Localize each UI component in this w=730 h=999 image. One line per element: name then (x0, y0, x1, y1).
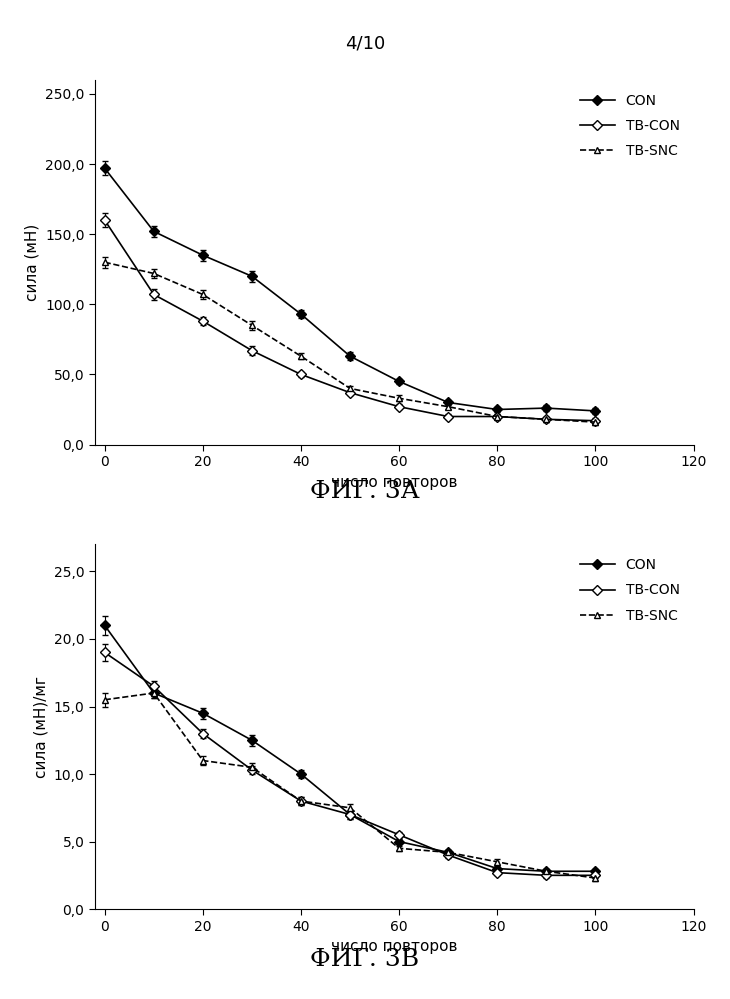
Text: ФИГ. 3В: ФИГ. 3В (310, 947, 420, 971)
Legend: CON, TB-CON, TB-SNC: CON, TB-CON, TB-SNC (573, 87, 686, 165)
Y-axis label: сила (мН): сила (мН) (24, 224, 39, 301)
Text: 4/10: 4/10 (345, 35, 385, 53)
X-axis label: число повторов: число повторов (331, 475, 458, 490)
Legend: CON, TB-CON, TB-SNC: CON, TB-CON, TB-SNC (573, 551, 686, 629)
Text: ФИГ. 3А: ФИГ. 3А (310, 480, 420, 503)
X-axis label: число повторов: число повторов (331, 939, 458, 954)
Y-axis label: сила (мН)/мг: сила (мН)/мг (33, 675, 48, 778)
